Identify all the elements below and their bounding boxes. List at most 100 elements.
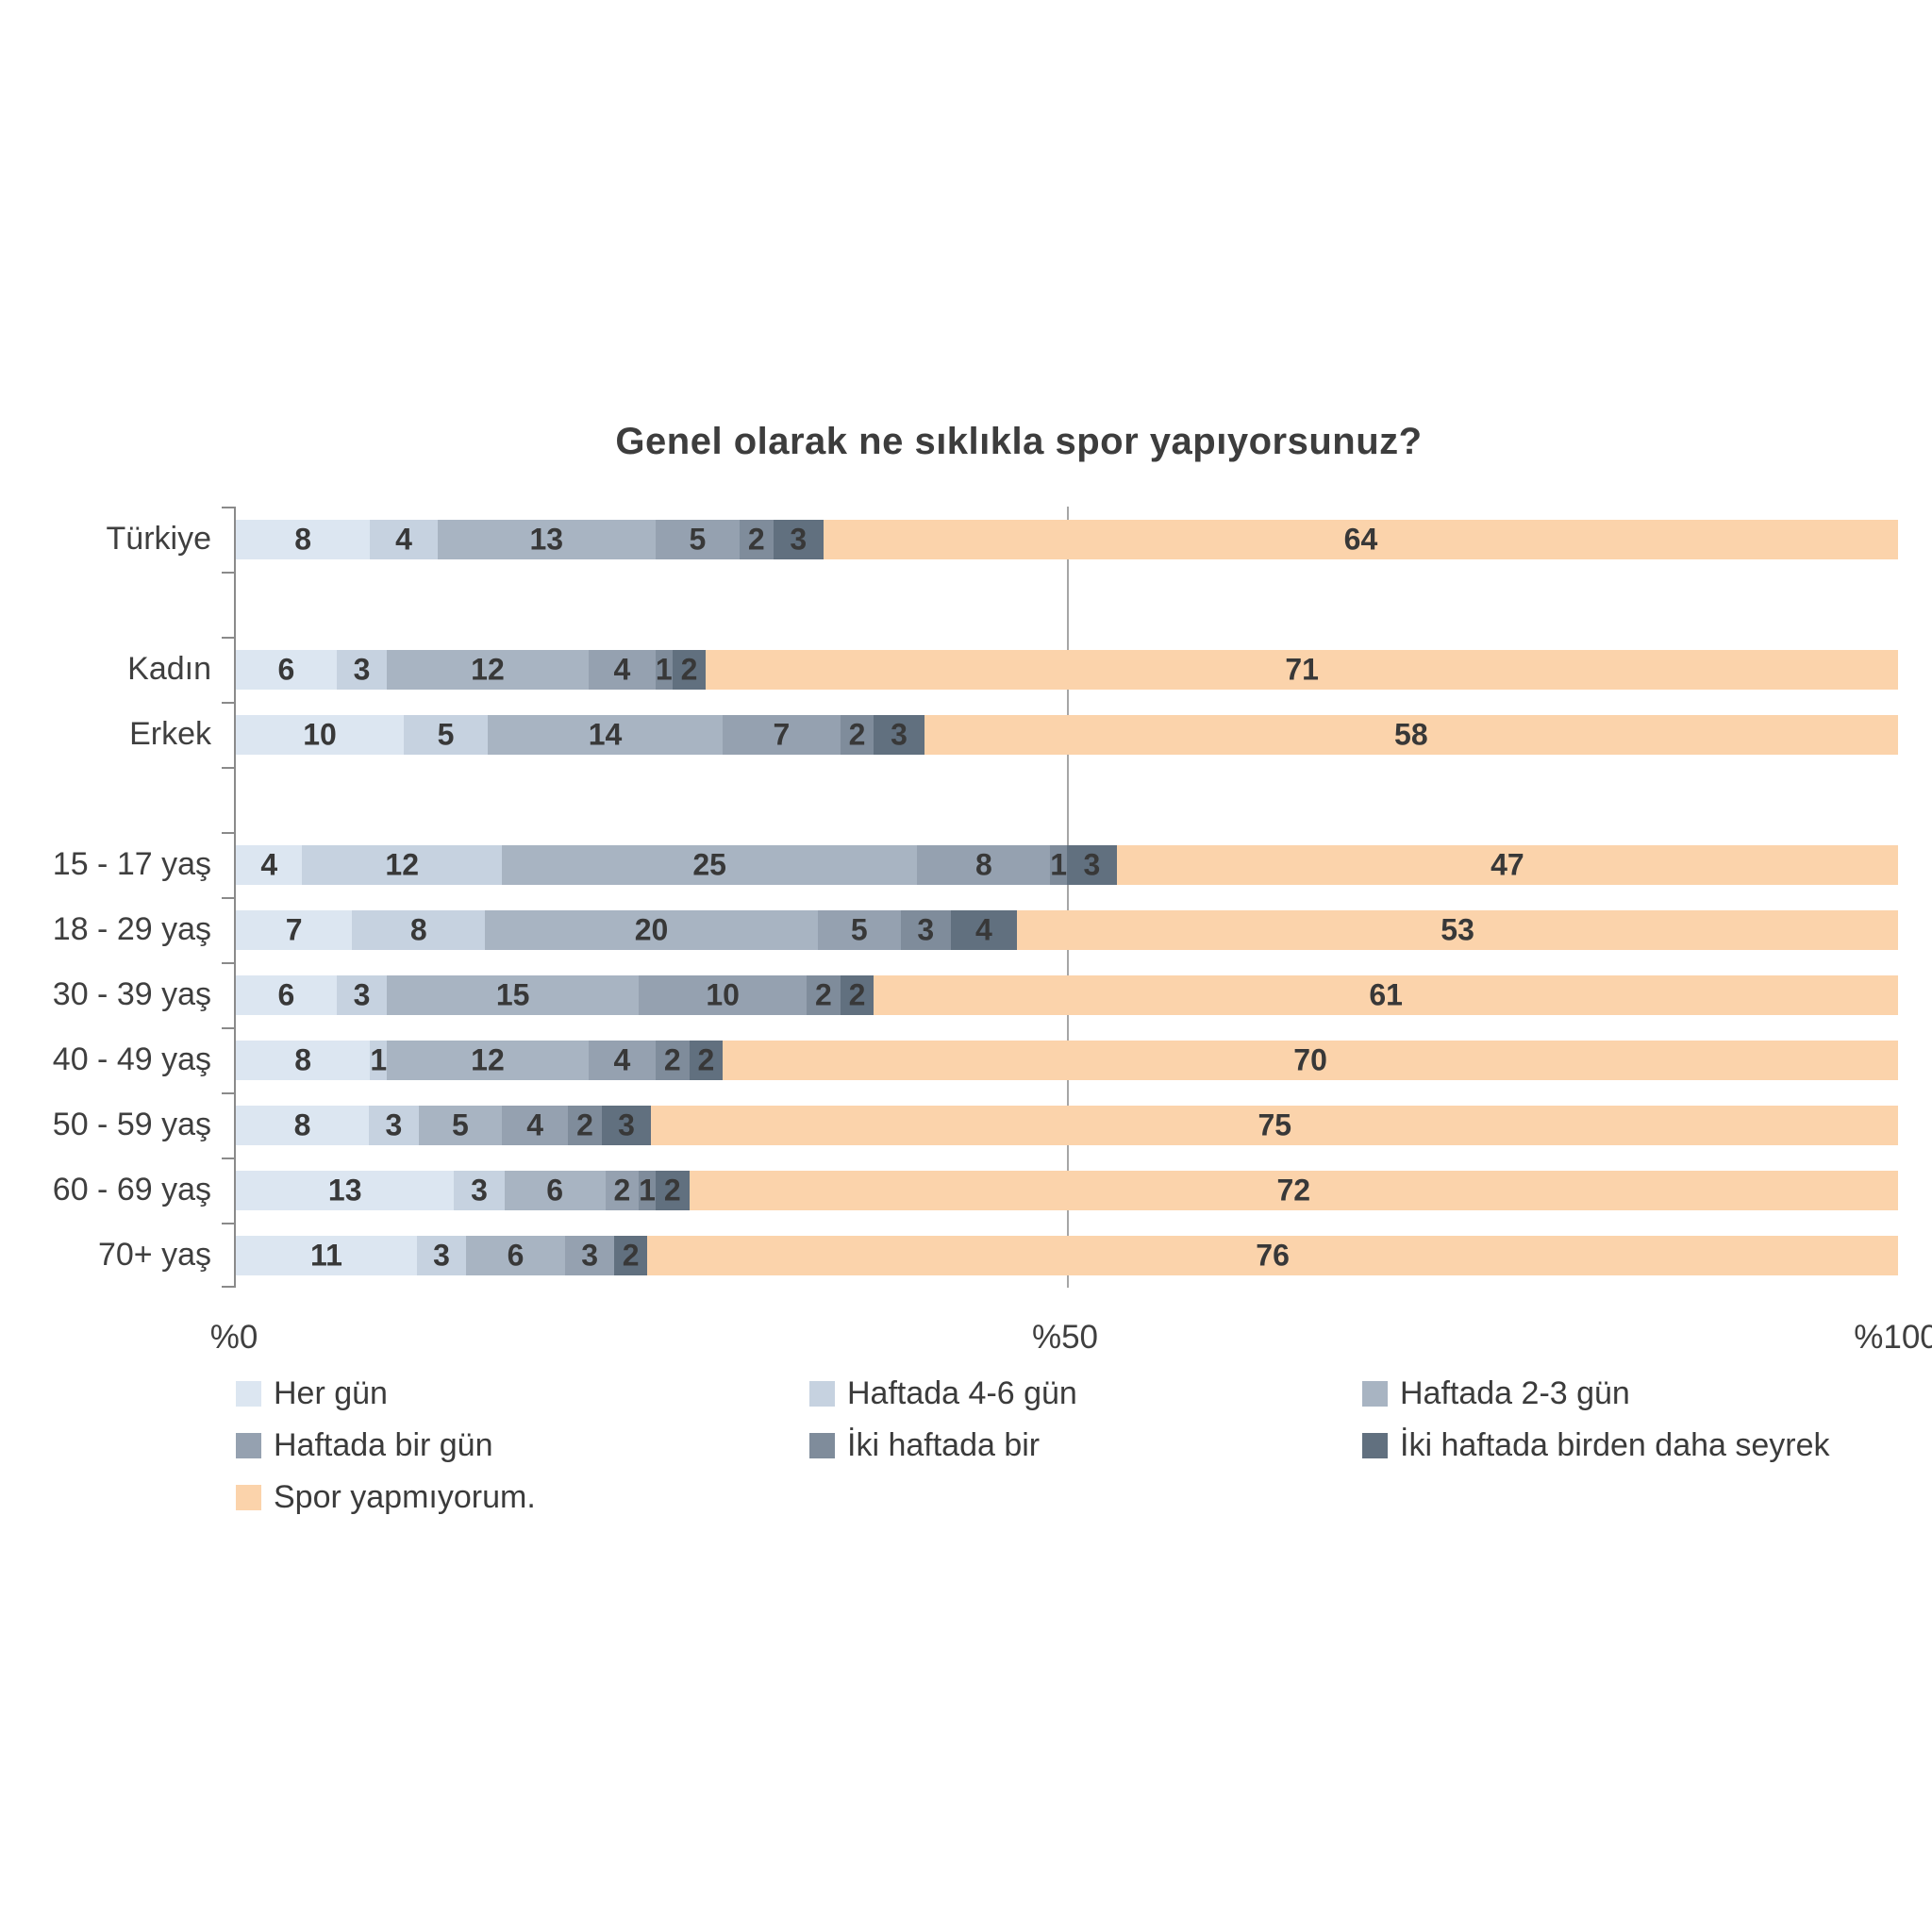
bar-segment: 2 [672,650,707,690]
bar-value-label: 12 [471,652,505,687]
bar-segment: 4 [588,1041,656,1080]
bar-value-label: 14 [588,717,623,752]
bar-segment: 5 [655,520,740,559]
bar-value-label: 13 [327,1173,362,1208]
category-label: 40 - 49 yaş [52,1041,211,1077]
x-tick-label-0: %0 [209,1319,258,1356]
legend-item: Spor yapmıyorum. [236,1477,809,1517]
bar-segment: 6 [236,975,337,1015]
axis-tick [222,767,234,769]
bar-value-label: 64 [1343,522,1378,557]
category-label: Türkiye [106,521,211,557]
gridline-50 [1067,507,1069,1288]
bar-segment: 2 [840,975,874,1015]
bar-value-label: 4 [974,912,992,947]
bar-segment: 3 [874,715,924,755]
bar-segment: 64 [823,520,1898,559]
bar-value-label: 2 [622,1238,640,1273]
bar-value-label: 6 [546,1173,564,1208]
bar-segment: 12 [387,1041,589,1080]
bar-value-label: 5 [451,1108,469,1142]
axis-tick [222,702,234,704]
bar-value-label: 1 [370,1042,388,1077]
category-label: 50 - 59 yaş [52,1107,211,1142]
bar-row: 8 4 13 5 2 3 64 [236,520,1898,559]
bar-value-label: 3 [353,977,371,1012]
bar-segment: 53 [1017,910,1898,950]
bar-value-label: 1 [639,1173,656,1208]
bar-segment: 2 [689,1041,724,1080]
legend-item: Her gün [236,1374,809,1413]
category-label: Erkek [129,716,211,752]
bar-segment: 6 [466,1236,565,1275]
bar-row: 8 1 12 4 2 2 70 [236,1041,1898,1080]
category-label: 60 - 69 yaş [52,1172,211,1208]
bar-segment: 4 [236,845,303,885]
legend-swatch [1362,1432,1388,1458]
bar-value-label: 4 [260,847,278,882]
bar-segment: 15 [387,975,640,1015]
chart-title: Genel olarak ne sıklıkla spor yapıyorsun… [615,421,1423,462]
bar-value-label: 20 [634,912,669,947]
axis-tick [222,832,234,834]
bar-value-label: 4 [613,1042,631,1077]
bar-value-label: 4 [395,522,412,557]
bar-row: 13 3 6 2 1 2 72 [236,1171,1898,1210]
bar-value-label: 10 [303,717,337,752]
bar-segment: 2 [655,1041,690,1080]
bar-row: 6 3 15 10 2 2 61 [236,975,1898,1015]
legend: Her gün Haftada 4-6 gün Haftada 2-3 gün Haf… [236,1374,1830,1517]
bar-value-label: 4 [526,1108,544,1142]
bar-value-label: 2 [576,1108,593,1142]
bar-segment: 5 [403,715,488,755]
legend-swatch [809,1380,835,1407]
bar-value-label: 8 [974,847,992,882]
bar-segment: 71 [706,650,1898,690]
bar-segment: 1 [639,1171,656,1210]
legend-label: Haftada 2-3 gün [1400,1374,1630,1411]
bar-segment: 14 [487,715,724,755]
axis-tick [222,507,234,508]
bar-segment: 11 [236,1236,417,1275]
bar-segment: 12 [387,650,589,690]
bar-value-label: 15 [495,977,530,1012]
bar-segment: 47 [1116,845,1898,885]
legend-swatch [809,1432,835,1458]
bar-value-label: 70 [1293,1042,1327,1077]
bar-segment: 2 [655,1171,690,1210]
bar-value-label: 5 [689,522,707,557]
bar-value-label: 2 [747,522,765,557]
bar-segment: 6 [504,1171,606,1210]
bar-segment: 8 [917,845,1051,885]
bar-value-label: 71 [1285,652,1319,687]
bar-value-label: 3 [618,1108,635,1142]
legend-label: İki haftada bir [847,1426,1041,1463]
bar-segment: 2 [568,1106,602,1145]
bar-value-label: 11 [310,1238,342,1273]
x-tick-label-50: %50 [1031,1319,1099,1356]
bar-segment: 70 [723,1041,1898,1080]
category-axis: Türkiye Kadın Erkek 15 - 17 yaş 18 - 29 yaş 3… [0,507,221,1288]
x-tick-label-100: %100 [1854,1319,1932,1356]
bar-value-label: 3 [385,1108,403,1142]
bar-segment: 7 [236,910,353,950]
bar-segment: 13 [437,520,656,559]
bar-value-label: 12 [471,1042,505,1077]
bar-value-label: 3 [891,717,908,752]
bar-value-label: 6 [277,977,295,1012]
bar-segment: 3 [368,1106,419,1145]
bar-row: 6 3 12 4 1 2 71 [236,650,1898,690]
bar-segment: 8 [352,910,486,950]
bar-row: 11 3 6 3 2 76 [236,1236,1899,1275]
bar-value-label: 2 [613,1173,631,1208]
axis-tick [222,1092,234,1094]
bar-segment: 3 [564,1236,615,1275]
legend-item: İki haftada bir [809,1425,1362,1465]
bar-segment: 4 [588,650,656,690]
bar-segment: 3 [773,520,824,559]
bar-segment: 10 [236,715,404,755]
bar-row: 8 3 5 4 2 3 75 [236,1106,1898,1145]
bar-value-label: 53 [1441,912,1474,947]
bar-segment: 3 [900,910,951,950]
bar-segment: 5 [817,910,901,950]
